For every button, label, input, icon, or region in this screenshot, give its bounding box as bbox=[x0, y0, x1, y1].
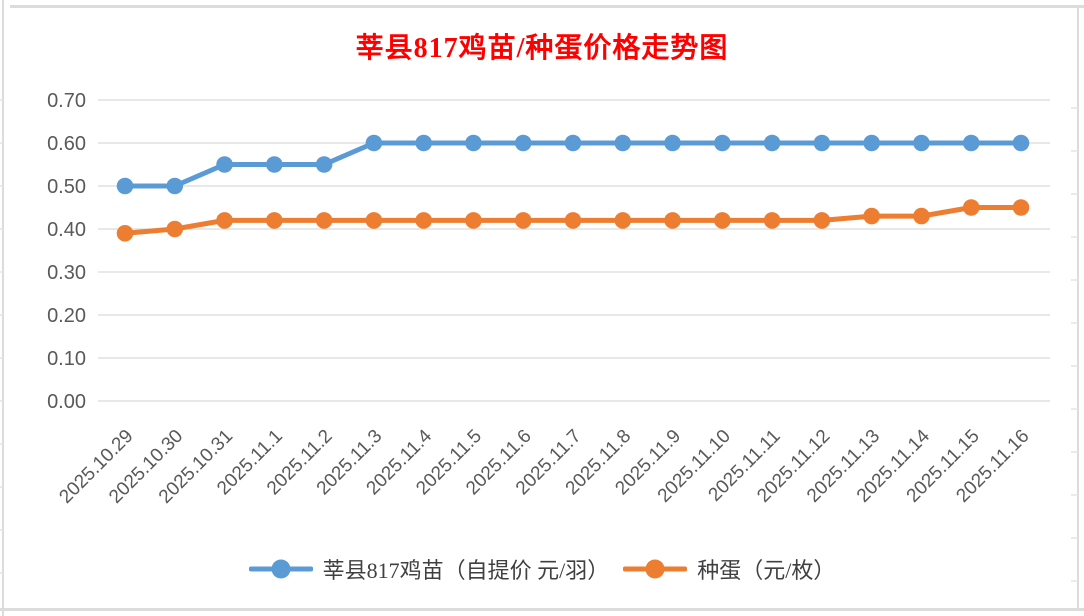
series-0-point-15 bbox=[863, 134, 880, 152]
series-1-point-0 bbox=[116, 225, 134, 242]
chart-legend: 莘县817鸡苗（自提价 元/羽） 种蛋（元/枚） bbox=[0, 553, 1084, 585]
legend-marker-orange-line bbox=[623, 559, 688, 579]
y-tick-label: 0.60 bbox=[47, 133, 86, 155]
y-tick-label: 0.50 bbox=[47, 176, 86, 198]
y-tick-label: 0.70 bbox=[47, 90, 86, 112]
series-1-point-18 bbox=[1012, 199, 1030, 216]
sheet-gridline-right bbox=[1077, 6, 1079, 611]
series-1-point-9 bbox=[564, 212, 582, 229]
series-0-point-1 bbox=[166, 177, 184, 195]
series-0-point-8 bbox=[514, 134, 532, 152]
series-0-point-3 bbox=[266, 156, 283, 173]
series-0-point-16 bbox=[913, 134, 930, 152]
series-1-point-13 bbox=[763, 212, 781, 229]
series-1-point-1 bbox=[166, 220, 184, 238]
series-1-point-12 bbox=[714, 212, 731, 229]
legend-label-chicken-price: 莘县817鸡苗（自提价 元/羽） bbox=[322, 558, 610, 583]
series-0-point-14 bbox=[813, 134, 831, 152]
series-1-point-11 bbox=[664, 212, 681, 229]
series-1-point-5 bbox=[365, 212, 383, 229]
y-tick-label: 0.30 bbox=[47, 262, 86, 284]
series-1-point-4 bbox=[315, 212, 333, 229]
y-tick-label: 0.10 bbox=[47, 348, 86, 370]
sheet-gridline-bottom bbox=[0, 608, 1084, 611]
sheet-gridline-left bbox=[2, 0, 4, 616]
series-1-point-16 bbox=[913, 207, 930, 225]
series-0-point-12 bbox=[714, 134, 731, 152]
series-0-point-2 bbox=[216, 156, 233, 173]
series-0-point-4 bbox=[315, 156, 333, 173]
series-0-point-10 bbox=[614, 134, 632, 152]
y-tick-label: 0.40 bbox=[47, 219, 86, 241]
series-0-point-13 bbox=[763, 134, 781, 152]
legend-marker-blue-line bbox=[248, 559, 313, 579]
legend-label-egg-price: 种蛋（元/枚） bbox=[697, 558, 836, 583]
legend-item-egg-price[interactable]: 种蛋（元/枚） bbox=[623, 553, 835, 585]
series-0-point-9 bbox=[564, 134, 582, 152]
series-1-point-6 bbox=[415, 212, 432, 229]
y-tick-label: 0.20 bbox=[47, 305, 86, 327]
series-1-point-8 bbox=[514, 212, 532, 229]
series-0-point-7 bbox=[465, 134, 482, 152]
series-0-point-11 bbox=[664, 134, 681, 152]
series-0-point-18 bbox=[1012, 134, 1030, 152]
legend-item-chicken-price[interactable]: 莘县817鸡苗（自提价 元/羽） bbox=[248, 553, 610, 585]
series-1-point-10 bbox=[614, 212, 632, 229]
series-1-point-15 bbox=[863, 207, 880, 225]
series-1-point-3 bbox=[266, 212, 283, 229]
series-1-point-17 bbox=[962, 199, 980, 216]
series-0-point-5 bbox=[365, 134, 383, 152]
series-1-point-7 bbox=[465, 212, 482, 229]
y-tick-label: 0.00 bbox=[47, 391, 86, 413]
chart-title: 莘县817鸡苗/种蛋价格走势图 bbox=[355, 33, 729, 64]
series-1-point-14 bbox=[813, 212, 831, 229]
series-0-point-6 bbox=[415, 134, 432, 152]
sheet-gridline-top bbox=[10, 5, 1084, 8]
series-0-point-17 bbox=[962, 134, 980, 152]
series-1-point-2 bbox=[216, 212, 233, 229]
series-0-point-0 bbox=[116, 177, 134, 195]
